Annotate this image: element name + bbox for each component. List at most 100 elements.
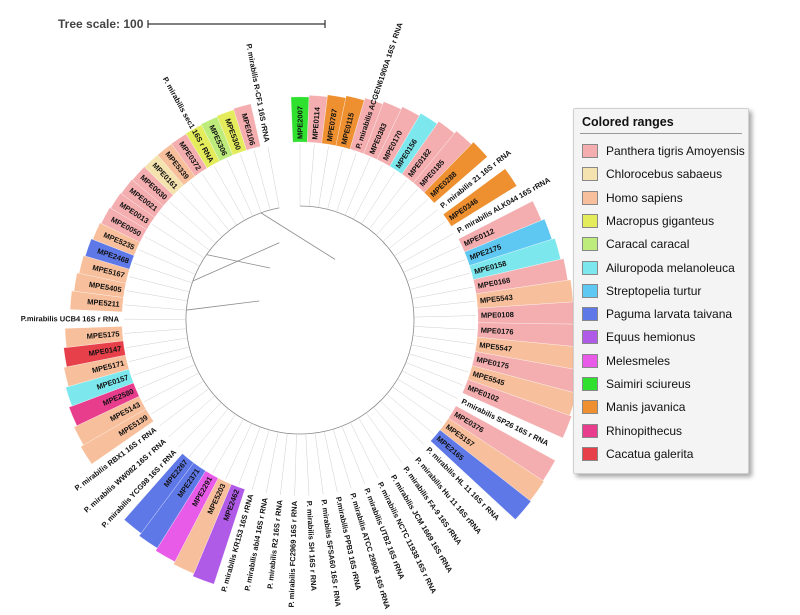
range-wedge <box>424 141 488 204</box>
leaf-branch <box>401 370 458 399</box>
leaf-label: P. mirabilis FC2969 16S r RNA <box>287 500 299 607</box>
leaf-branch <box>413 315 476 318</box>
leaf-branch <box>201 173 237 226</box>
leaf-branch <box>350 422 378 479</box>
legend-title: Colored ranges <box>582 115 674 129</box>
legend-label: Cacatua galerita <box>606 446 694 461</box>
legend-item: Homo sapiens <box>582 190 744 208</box>
leaf-branch <box>366 412 403 464</box>
leaf-branch <box>336 153 357 213</box>
leaf-branch <box>190 182 230 231</box>
range-wedge <box>92 222 141 256</box>
range-wedge <box>85 238 135 270</box>
leaf-branch <box>240 154 262 213</box>
range-wedge <box>173 477 232 574</box>
legend-label: Macropus giganteus <box>606 213 715 228</box>
internal-branch <box>260 212 336 260</box>
leaf-branch <box>397 378 451 412</box>
leaf-branch <box>179 191 223 237</box>
leaf-branch <box>169 201 216 244</box>
legend-label: Equus hemionus <box>606 330 696 345</box>
tree-branches <box>124 144 476 496</box>
leaf-branch <box>129 276 190 293</box>
leaf-branch <box>294 433 297 496</box>
legend-label: Rhinopithecus <box>606 423 683 438</box>
leaf-branch <box>388 209 438 249</box>
leaf-branch <box>373 406 414 455</box>
internal-branch <box>192 242 280 282</box>
tree-scale-bar <box>147 20 326 28</box>
legend-swatch <box>582 144 598 158</box>
leaf-label: P. mirabilis R2 16S r RNA <box>265 499 284 590</box>
legend-item: Saimiri sciureus <box>582 376 744 394</box>
range-wedge <box>65 368 134 407</box>
range-wedge <box>155 470 219 562</box>
leaf-label: MPE5211 <box>87 297 120 309</box>
leaf-label: MPE0108 <box>481 310 514 320</box>
legend-swatch <box>582 330 598 345</box>
leaf-branch <box>168 395 215 438</box>
range-wedge <box>233 103 261 151</box>
leaf-branch <box>124 328 187 334</box>
leaf-branch <box>137 364 196 390</box>
legend-label: Chlorocebus sabaeus <box>606 167 723 182</box>
leaf-branch <box>409 272 470 290</box>
tree-scale-label: Tree scale: 100 <box>58 17 144 31</box>
leaf-branch <box>126 290 188 302</box>
legend-item: Equus hemionus <box>582 329 744 347</box>
leaf-branch <box>341 425 365 484</box>
leaf-branch <box>225 423 252 480</box>
legend-swatch <box>582 353 598 368</box>
leaf-branch <box>368 179 407 230</box>
leaf-branch <box>124 304 187 311</box>
leaf-branch <box>133 262 193 284</box>
legend-swatch <box>582 283 598 298</box>
legend-label: Streptopelia turtur <box>606 283 702 298</box>
internal-branch <box>186 300 260 311</box>
legend-item: Chlorocebus sabaeus <box>582 166 744 184</box>
leaf-label: MPE0176 <box>480 326 513 337</box>
legend-label: Caracal caracal <box>606 237 690 252</box>
legend-swatch <box>582 307 598 322</box>
leaf-branch <box>144 236 200 267</box>
leaf-branch <box>403 246 460 273</box>
leaf-branch <box>376 188 418 236</box>
legend-item: Rhinopithecus <box>582 423 744 441</box>
leaf-branch <box>392 386 443 424</box>
legend-swatch <box>582 446 598 461</box>
legend-swatch <box>582 377 598 391</box>
range-wedge <box>80 408 154 465</box>
leaf-label: MPE5175 <box>86 329 120 340</box>
leaf-branch <box>386 393 435 435</box>
leaf-branch <box>138 249 196 275</box>
leaf-branch <box>382 198 429 242</box>
leaf-branch <box>253 150 271 211</box>
leaf-label: MPE0114 <box>310 106 322 140</box>
range-wedge <box>132 166 174 207</box>
legend-label: Ailuropoda melanoleuca <box>606 260 735 275</box>
leaf-branch <box>188 408 229 457</box>
range-wedge <box>124 453 194 534</box>
leaf-branch <box>318 146 329 208</box>
leaf-branch <box>212 418 244 474</box>
legend-label: Homo sapiens <box>606 190 683 205</box>
range-wedge <box>73 396 147 446</box>
leaf-branch <box>353 164 383 220</box>
leaf-branch <box>160 212 210 251</box>
leaf-branch <box>151 380 204 415</box>
leaf-branch <box>412 335 475 345</box>
leaf-label: MPE5547 <box>479 340 513 353</box>
leaf-branch <box>405 362 464 386</box>
legend-swatch <box>582 167 598 182</box>
legend-label: Panthera tigris Amoyensis <box>606 144 745 158</box>
range-wedge <box>78 255 130 284</box>
leaf-branch <box>361 171 396 225</box>
leaf-branch <box>252 429 270 490</box>
legend-item: Cacatua galerita <box>582 446 744 464</box>
leaf-branch <box>200 413 236 466</box>
range-wedge <box>64 326 124 348</box>
leaf-branch <box>399 233 454 265</box>
range-wedge <box>462 379 572 439</box>
leaf-branch <box>214 166 245 221</box>
